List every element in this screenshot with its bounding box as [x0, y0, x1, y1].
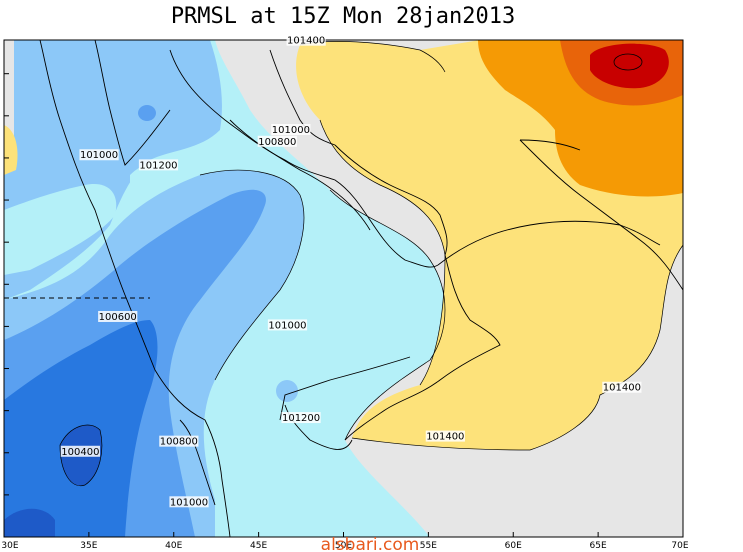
x-tick-label: 70E — [671, 541, 688, 551]
contour-label: 101200 — [282, 413, 320, 424]
x-tick-label: 50E — [335, 541, 352, 551]
contour-label-bg — [169, 496, 209, 508]
contour-label: 101000 — [268, 320, 306, 331]
contour-label: 100600 — [99, 312, 137, 323]
contour-label-bg — [271, 123, 311, 135]
contour-label: 101200 — [139, 160, 177, 171]
x-tick-label: 65E — [590, 541, 607, 551]
coastline-layer — [4, 40, 683, 537]
watermark: alsbari.com — [321, 535, 420, 552]
contour-label: 101400 — [426, 432, 464, 443]
contour-label-bg — [159, 435, 199, 447]
contour-label: 101000 — [272, 125, 310, 136]
contour-label-bg — [257, 135, 297, 147]
contour-label-bg — [79, 149, 119, 161]
contour-label: 101000 — [170, 497, 208, 508]
x-tick-label: 55E — [420, 541, 437, 551]
pressure-zone-left-high — [4, 125, 18, 175]
x-tick-label: 60E — [505, 541, 522, 551]
x-tick-label: 45E — [250, 541, 267, 551]
pressure-zone-low-left-inner — [4, 184, 117, 275]
x-axis: 30E 35E 40E 45E 50E 55E 60E 65E 70E — [1, 532, 689, 551]
contour-label: 101000 — [80, 150, 118, 161]
contour-label-bg — [138, 159, 179, 171]
x-tick-label: 30E — [1, 541, 18, 551]
pressure-fill-layer — [4, 40, 683, 537]
contour-label: 100800 — [160, 437, 198, 448]
map-title: PRMSL at 15Z Mon 28jan2013 — [170, 4, 516, 29]
contour-label: 100400 — [61, 447, 99, 458]
x-tick-label: 40E — [165, 541, 182, 551]
contour-label-bg — [267, 319, 308, 331]
contour-label-bg — [425, 430, 465, 442]
contour-label: 101400 — [603, 383, 641, 394]
contour-label: 100800 — [258, 137, 296, 148]
contour-label-bg — [98, 310, 138, 322]
pressure-zone-red-core — [590, 43, 669, 89]
contour-label-bg — [281, 412, 321, 424]
x-tick-label: 35E — [80, 541, 97, 551]
contour-label-layer: 1014001010001008001010001012001006001010… — [60, 34, 642, 508]
y-axis-ticks — [4, 73, 9, 496]
contour-lines — [59, 41, 683, 487]
contour-label-bg — [286, 34, 326, 46]
pressure-zone-low-corner — [4, 508, 55, 537]
contour-label-bg — [602, 381, 642, 393]
contour-label-bg — [60, 445, 100, 457]
contour-label: 101400 — [287, 36, 325, 47]
